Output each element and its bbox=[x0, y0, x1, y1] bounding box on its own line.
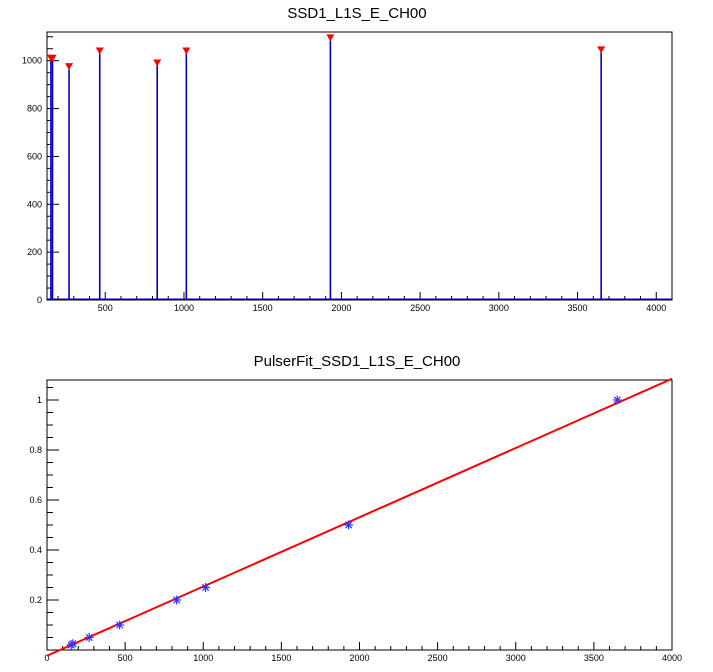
chart-2-title: PulserFit_SSD1_L1S_E_CH00 bbox=[254, 353, 461, 370]
y-tick-label-1: 0.4 bbox=[29, 545, 42, 555]
y-tick-label-600: 600 bbox=[27, 151, 42, 161]
data-point-3 bbox=[115, 620, 125, 630]
data-point-stroke bbox=[69, 640, 77, 648]
peak-marker-1 bbox=[48, 54, 57, 62]
chart-2-axes: 0 500 1000 1500 2000 2500 3000 3500 4000 0.2 0.4 0.… bbox=[29, 387, 682, 663]
x-tick-label-2000: 2000 bbox=[331, 303, 351, 313]
x-tick-label-3500: 3500 bbox=[584, 653, 604, 663]
y-tick-label-4: 1 bbox=[37, 395, 42, 405]
x-tick-label-1000: 1000 bbox=[174, 303, 194, 313]
peak-marker-5 bbox=[182, 47, 191, 55]
chart-1-plot-area bbox=[46, 34, 672, 300]
x-tick-label-4000: 4000 bbox=[646, 303, 666, 313]
chart-1: SSD1_L1S_E_CH00 500 1000 1500 2000 2500 3000 3… bbox=[22, 5, 673, 313]
y-tick-label-200: 200 bbox=[27, 247, 42, 257]
x-tick-label-3000: 3000 bbox=[489, 303, 509, 313]
y-tick-label-400: 400 bbox=[27, 199, 42, 209]
data-point-1 bbox=[68, 639, 78, 649]
y-tick-label-1000: 1000 bbox=[22, 56, 42, 66]
chart-1-axes: 500 1000 1500 2000 2500 3000 3500 4000 0 200 400 60… bbox=[22, 36, 673, 313]
x-tick-label-1000: 1000 bbox=[193, 653, 213, 663]
data-point-5 bbox=[201, 583, 211, 592]
x-tick-label-3500: 3500 bbox=[568, 303, 588, 313]
x-tick-label-500: 500 bbox=[98, 303, 113, 313]
peak-marker-2 bbox=[65, 63, 74, 71]
x-tick-label-2500: 2500 bbox=[410, 303, 430, 313]
x-tick-label-1500: 1500 bbox=[253, 303, 273, 313]
x-tick-label-1500: 1500 bbox=[271, 653, 291, 663]
y-tick-label-3: 0.8 bbox=[29, 445, 42, 455]
data-point-stroke bbox=[85, 633, 93, 642]
data-point-stroke bbox=[116, 621, 124, 629]
chart-2: PulserFit_SSD1_L1S_E_CH00 0 500 1000 1500 20… bbox=[29, 353, 682, 663]
peak-marker-4 bbox=[153, 59, 162, 67]
peak-marker-3 bbox=[95, 47, 104, 55]
chart-1-title: SSD1_L1S_E_CH00 bbox=[287, 5, 426, 22]
data-point-stroke bbox=[613, 396, 621, 404]
x-tick-label-2000: 2000 bbox=[349, 653, 369, 663]
x-tick-label-0: 0 bbox=[44, 653, 49, 663]
data-point-2 bbox=[84, 633, 94, 642]
data-point-stroke bbox=[344, 521, 353, 529]
data-point-7 bbox=[612, 395, 622, 405]
fit-line bbox=[46, 377, 673, 657]
peak-marker-7 bbox=[597, 46, 606, 54]
x-tick-label-2500: 2500 bbox=[428, 653, 448, 663]
y-tick-label-0: 0.2 bbox=[29, 595, 42, 605]
data-point-6 bbox=[344, 520, 354, 530]
x-tick-label-4000: 4000 bbox=[662, 653, 682, 663]
chart-2-plot-area bbox=[46, 377, 673, 657]
data-point-stroke bbox=[173, 596, 181, 604]
x-tick-label-500: 500 bbox=[118, 653, 133, 663]
x-tick-label-3000: 3000 bbox=[506, 653, 526, 663]
data-point-stroke bbox=[202, 583, 210, 592]
data-point-4 bbox=[172, 595, 182, 605]
y-tick-label-2: 0.6 bbox=[29, 495, 42, 505]
y-tick-label-800: 800 bbox=[27, 104, 42, 114]
y-tick-label-0: 0 bbox=[37, 295, 42, 305]
chart-1-frame bbox=[46, 31, 673, 301]
peak-marker-6 bbox=[326, 34, 335, 42]
